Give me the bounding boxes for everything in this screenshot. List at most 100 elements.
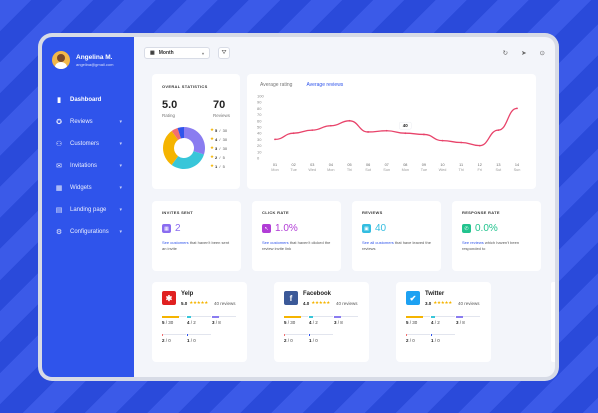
rating-label: Rating [162, 113, 176, 118]
y-tick-label: 80 [257, 106, 262, 111]
sidebar-item-label: Invitations [70, 163, 98, 169]
metric-link[interactable]: See customers [162, 240, 189, 245]
star-icon: ★ [210, 154, 215, 159]
rating-stars-icon: ★★★★★ [189, 300, 208, 305]
platform-cell-separator: / [311, 338, 316, 343]
legend-item: ★ 2 / 5 [210, 154, 227, 160]
legend-separator: / [218, 145, 222, 151]
sidebar-item-widgets[interactable]: ▦ Widgets ▾ [52, 177, 124, 199]
metric-link[interactable]: See customers [262, 240, 289, 245]
data-point[interactable] [385, 129, 388, 132]
legend-count: 30 [222, 145, 228, 151]
star-icon: ★ [210, 136, 215, 141]
y-tick-label: 40 [257, 131, 262, 136]
metric-link[interactable]: See reviews [462, 240, 484, 245]
platform-cell-separator: / [408, 320, 413, 325]
calendar-icon: ▦ [162, 224, 171, 233]
x-tick-day: Tue [421, 168, 427, 172]
data-point[interactable] [311, 129, 314, 131]
platform-cell-label: 5 [162, 320, 165, 325]
platform-rating: 4.0 [303, 300, 310, 306]
x-tick-number: 12 [478, 163, 482, 167]
x-tick-number: 06 [366, 163, 370, 167]
platform-cell-separator: / [408, 338, 413, 343]
platform-rating-cell: 3 / 8 [456, 315, 481, 325]
twitter-logo: ✔ [406, 291, 420, 305]
data-point[interactable] [423, 133, 425, 136]
average-reviews-line-chart: 010203040506070809010001Mon02Tue03Wed04M… [257, 94, 520, 173]
platform-cell-label: 4 [431, 320, 434, 325]
data-point[interactable] [497, 129, 500, 131]
platform-rating-bar [212, 315, 236, 318]
x-tick-day: Tue [290, 168, 296, 172]
metric-value: 40 [375, 223, 387, 234]
platform-cell-label: 2 [284, 338, 287, 343]
data-point[interactable] [367, 131, 369, 133]
x-tick-day: Thi [459, 168, 464, 172]
sidebar: Angelina M. angelina@gmail.com ▮ Dashboar… [42, 37, 134, 377]
platform-cell-label: 3 [212, 320, 215, 325]
data-point[interactable] [441, 139, 444, 142]
chart-tabs: Average rating Average reviews [255, 82, 528, 88]
user-profile[interactable]: Angelina M. angelina@gmail.com [52, 51, 124, 69]
refresh-icon[interactable]: ↻ [502, 50, 509, 57]
data-point[interactable] [460, 141, 463, 144]
send-icon[interactable]: ➤ [521, 50, 527, 57]
x-tick-number: 05 [347, 163, 351, 167]
x-tick-day: Sut [365, 168, 372, 172]
platform-rating: 5.0 [181, 300, 188, 306]
metric-card-reviews: REVIEWS ▣ 40 See all customers that have le… [352, 201, 441, 271]
filter-button[interactable]: ⛛ [218, 47, 230, 59]
location-pin-icon[interactable]: ⊙ [539, 50, 545, 57]
x-tick-day: Wed [439, 168, 447, 172]
facebook-logo: f [284, 291, 298, 305]
legend-stars: 4 [215, 136, 218, 142]
sidebar-item-dashboard[interactable]: ▮ Dashboard [52, 89, 124, 111]
month-select[interactable]: ▦ Month ▾ [144, 47, 210, 59]
platform-cell-label: 1 [431, 338, 434, 343]
platform-rating-bar [406, 333, 430, 336]
main-content: ▦ Month ▾ ⛛ ↻ ➤ ⊙ OVERAL STATISTICS 5.0 [134, 37, 555, 377]
data-point[interactable] [329, 124, 332, 127]
metric-title: INVITES SENT [162, 210, 193, 215]
data-point[interactable] [404, 132, 407, 135]
sidebar-item-reviews[interactable]: ✪ Reviews ▾ [52, 111, 124, 133]
platform-rating-cell: 4 / 2 [431, 315, 456, 325]
x-tick-number: 03 [310, 163, 314, 167]
month-select-label: Month [158, 50, 174, 56]
sidebar-item-customers[interactable]: ⚇ Customers ▾ [52, 133, 124, 155]
avatar [52, 51, 70, 69]
sidebar-item-landing-page[interactable]: ▤ Landing page ▾ [52, 199, 124, 221]
platform-cell-separator: / [164, 320, 169, 325]
tab-average-rating[interactable]: Average rating [260, 82, 293, 88]
platform-cell-separator: / [458, 320, 463, 325]
platform-cell-label: 4 [309, 320, 312, 325]
metric-link[interactable]: See all customers [362, 240, 394, 245]
sidebar-item-invitations[interactable]: ✉ Invitations ▾ [52, 155, 124, 177]
platform-rating-cell: 1 / 0 [309, 333, 334, 343]
platform-cell-count: 0 [193, 338, 196, 343]
donut-slice-1-star [177, 127, 184, 139]
data-point[interactable] [348, 119, 351, 122]
cursor-icon: ↖ [262, 224, 271, 233]
chevron-down-icon: ▾ [119, 163, 122, 169]
donut-slice-3-star [163, 131, 179, 165]
platform-cell-count: 8 [218, 320, 221, 325]
data-point[interactable] [478, 144, 481, 147]
legend-count: 30 [222, 136, 228, 142]
tab-average-reviews[interactable]: Average reviews [306, 82, 344, 88]
platform-cell-label: 5 [406, 320, 409, 325]
data-point[interactable] [292, 132, 295, 135]
data-point[interactable] [516, 107, 518, 110]
platform-rating-bar [406, 315, 430, 318]
x-tick-day: Fri [478, 168, 483, 172]
platform-cell-label: 5 [284, 320, 287, 325]
chevron-down-icon: ▾ [201, 50, 204, 56]
platform-cell-separator: / [189, 320, 194, 325]
data-point[interactable] [274, 138, 276, 141]
metric-description: See all customers that have leaved the r… [362, 240, 431, 251]
sidebar-item-configurations[interactable]: ⚙ Configurations ▾ [52, 221, 124, 243]
